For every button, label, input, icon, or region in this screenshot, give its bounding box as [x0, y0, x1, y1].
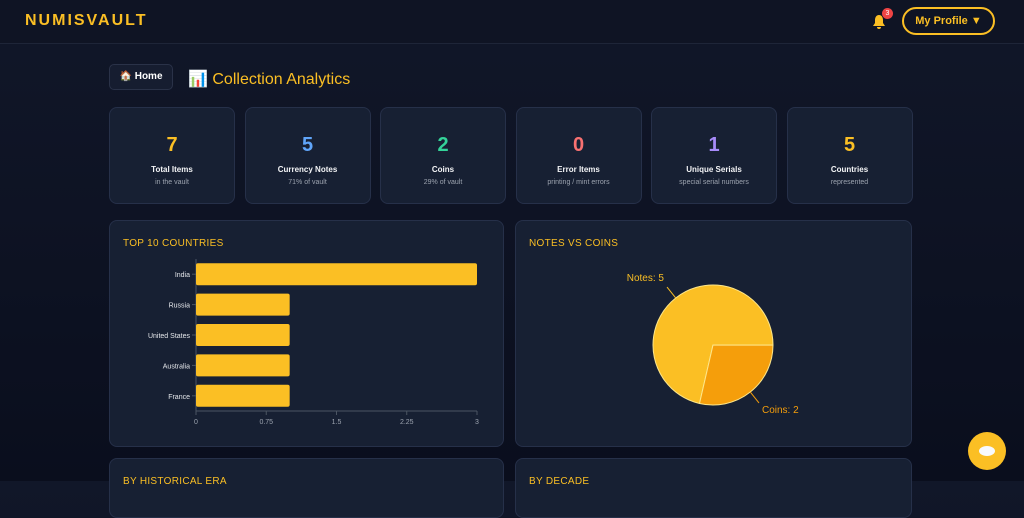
- stat-label: Total Items: [151, 165, 193, 174]
- stat-label: Currency Notes: [277, 165, 338, 174]
- bar: [196, 324, 290, 346]
- slice-label: Coins: 2: [762, 405, 799, 416]
- stat-note: special serial numbers: [679, 179, 749, 186]
- bar: [196, 263, 477, 286]
- y-tick-label: Australia: [163, 363, 190, 370]
- x-tick-label: 3: [475, 419, 479, 426]
- home-label: Home: [134, 71, 163, 82]
- stat-label: Countries: [830, 165, 869, 174]
- stat-card: 0 Error Items printing / mint errors: [515, 107, 642, 204]
- stat-value: 2: [437, 134, 449, 156]
- stat-card: 7 Total Items in the vault: [109, 107, 235, 204]
- title-text: Collection Analytics: [212, 71, 351, 88]
- x-tick-label: 1.5: [332, 419, 342, 426]
- y-tick-label: United States: [148, 333, 191, 340]
- stat-value: 5: [301, 134, 314, 156]
- home-icon: 🏠: [119, 71, 132, 82]
- stat-value: 7: [166, 134, 178, 156]
- section-title: BY DECADE: [529, 476, 590, 487]
- stat-card: 5 Currency Notes 71% of vault: [244, 107, 371, 204]
- stat-note: in the vault: [155, 179, 189, 186]
- pie-slice: [698, 344, 774, 406]
- brand[interactable]: NUMISVAULT: [25, 12, 148, 29]
- section-title: BY HISTORICAL ERA: [123, 476, 227, 487]
- stat-value: 0: [572, 134, 585, 156]
- stat-label: Error Items: [557, 165, 600, 174]
- page-title: 📊 Collection Analytics: [188, 69, 350, 89]
- pie-chart: Notes: 5 Coins: 2: [627, 273, 799, 416]
- x-tick-label: 0: [194, 419, 198, 426]
- title-icon: 📊: [188, 71, 208, 88]
- stat-card: 2 Coins 29% of vault: [380, 107, 506, 204]
- y-tick-label: Russia: [169, 303, 191, 310]
- section-card: BY HISTORICAL ERA: [109, 458, 504, 518]
- profile-button[interactable]: My Profile ▼: [902, 7, 995, 35]
- bar: [196, 354, 290, 377]
- x-tick-label: 2.25: [400, 419, 414, 426]
- x-tick-label: 0.75: [259, 419, 273, 426]
- stat-value: 1: [708, 134, 720, 156]
- stat-card: 5 Countries represented: [786, 107, 913, 204]
- stat-note: 71% of vault: [288, 179, 327, 186]
- leader-line: [749, 391, 760, 404]
- chat-icon: [979, 446, 995, 456]
- stat-value: 5: [843, 134, 856, 156]
- y-tick-label: France: [168, 394, 190, 401]
- stat-note: printing / mint errors: [547, 179, 610, 186]
- header: [0, 0, 1024, 44]
- chart-title: TOP 10 COUNTRIES: [123, 238, 224, 249]
- stat-note: 29% of vault: [423, 179, 463, 186]
- chat-button[interactable]: [968, 432, 1006, 470]
- chart-title: NOTES VS COINS: [529, 238, 619, 249]
- y-tick-label: India: [175, 272, 190, 279]
- notification-badge: 3: [882, 8, 893, 19]
- bar: [196, 384, 290, 407]
- section-card: BY DECADE: [515, 458, 912, 518]
- home-button[interactable]: 🏠 Home: [109, 64, 173, 90]
- bar: [196, 293, 290, 316]
- chart-card: TOP 10 COUNTRIES: [109, 220, 504, 447]
- stat-note: represented: [830, 179, 869, 186]
- slice-label: Notes: 5: [627, 273, 665, 284]
- stat-label: Unique Serials: [686, 165, 742, 174]
- bell-icon[interactable]: [872, 14, 886, 29]
- leader-line: [666, 286, 677, 299]
- stat-label: Coins: [431, 165, 455, 174]
- stat-card: 1 Unique Serials special serial numbers: [651, 107, 777, 204]
- bar-chart: 0 0.75 1.5 2.25 3 India Russia United States Aus…: [148, 259, 479, 426]
